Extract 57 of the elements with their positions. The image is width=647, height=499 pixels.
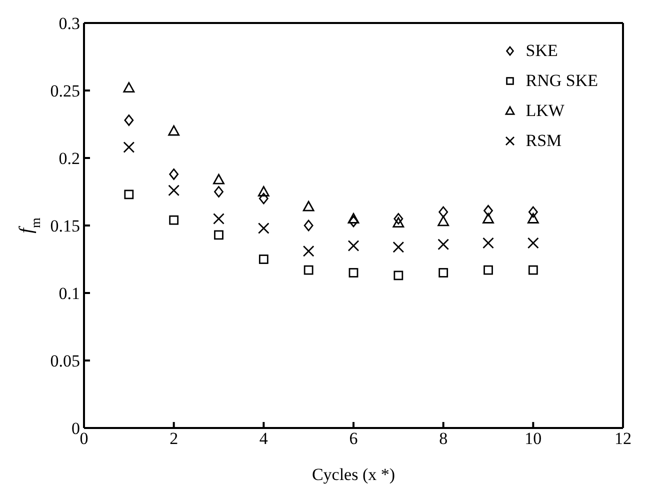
point — [392, 241, 404, 253]
x-tick-label: 6 — [349, 429, 358, 448]
point — [484, 204, 493, 216]
legend-label: LKW — [526, 101, 564, 121]
point — [484, 265, 493, 275]
point — [169, 215, 179, 225]
point — [168, 125, 180, 136]
point — [302, 200, 314, 212]
point — [123, 82, 135, 92]
x-axis-title: Cycles (x *) — [312, 465, 396, 484]
y-tick-label: 0.3 — [58, 14, 80, 34]
point — [213, 174, 224, 184]
point — [348, 216, 358, 228]
point — [527, 213, 539, 224]
point — [258, 192, 268, 204]
point — [258, 222, 270, 234]
point — [124, 190, 134, 200]
y-tick-label: 0.15 — [50, 216, 80, 236]
x-tick-label: 2 — [170, 429, 178, 448]
point — [123, 142, 135, 153]
point — [168, 184, 180, 196]
point — [348, 213, 360, 224]
y-tick-label: 0.05 — [50, 352, 80, 371]
point — [348, 268, 358, 278]
point — [528, 265, 538, 275]
point — [482, 237, 494, 249]
x-tick-label: 8 — [439, 429, 448, 448]
point — [438, 268, 448, 278]
x-tick-label: 10 — [524, 429, 542, 448]
x-tick-label: 12 — [614, 429, 632, 448]
point — [528, 206, 538, 218]
legend-label: SKE — [526, 41, 558, 61]
point — [124, 114, 134, 126]
y-tick-label: 0.1 — [58, 284, 80, 304]
point — [304, 220, 314, 232]
point — [302, 245, 314, 257]
point — [214, 230, 224, 240]
point — [304, 265, 314, 275]
point — [258, 254, 268, 264]
point — [348, 240, 360, 252]
x-tick-label: 4 — [259, 429, 268, 448]
y-tick-label: 0.2 — [58, 149, 80, 168]
point — [482, 213, 494, 224]
legend-label: RSM — [526, 131, 562, 151]
y-tick-label: 0.25 — [50, 82, 80, 101]
point — [392, 217, 404, 228]
point — [438, 238, 450, 250]
point — [214, 186, 224, 198]
point — [258, 186, 270, 196]
point — [169, 168, 179, 180]
point — [438, 216, 450, 226]
point — [438, 206, 448, 218]
legend-label: RNG SKE — [526, 71, 598, 91]
point — [527, 237, 539, 249]
point — [213, 213, 224, 224]
point — [394, 270, 404, 280]
point — [394, 213, 404, 224]
